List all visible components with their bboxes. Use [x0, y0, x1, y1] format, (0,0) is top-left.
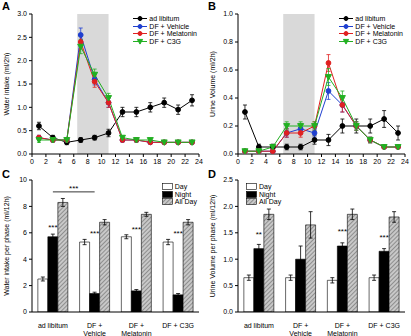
svg-text:2.5: 2.5: [17, 34, 27, 41]
svg-text:***: ***: [69, 184, 78, 193]
svg-text:0.0: 0.0: [17, 150, 27, 157]
svg-text:ad libitum: ad libitum: [244, 322, 274, 329]
svg-text:0.4: 0.4: [223, 94, 233, 101]
html-text:DF + C3G: DF + C3G: [355, 37, 387, 45]
svg-text:3.0: 3.0: [17, 10, 27, 17]
svg-text:2.0: 2.0: [17, 57, 27, 64]
svg-text:16: 16: [345, 158, 353, 165]
svg-text:**: **: [256, 230, 262, 239]
svg-text:20: 20: [373, 158, 381, 165]
svg-text:Water intake per phase (ml/12h: Water intake per phase (ml/12h): [8, 196, 11, 296]
svg-text:1.0: 1.0: [17, 104, 27, 111]
svg-text:4: 4: [58, 158, 62, 165]
svg-text:24: 24: [195, 158, 203, 165]
svg-text:0: 0: [236, 158, 240, 165]
svg-text:22: 22: [387, 158, 395, 165]
html-text:DF + Melatonin: DF + Melatonin: [149, 30, 197, 37]
svg-text:4: 4: [23, 256, 27, 263]
svg-text:24: 24: [401, 158, 403, 165]
html-text:ad libitum: ad libitum: [355, 15, 386, 22]
svg-text:DF + C3G: DF + C3G: [368, 322, 400, 329]
svg-text:6: 6: [72, 158, 76, 165]
html-text:D: D: [208, 168, 216, 180]
svg-text:Water intake (ml/2h): Water intake (ml/2h): [8, 53, 11, 116]
html-text:A: A: [2, 0, 10, 12]
html-text:B: B: [208, 0, 216, 12]
html-text:Day: Day: [259, 183, 272, 190]
svg-text:10: 10: [98, 158, 106, 165]
svg-text:8: 8: [292, 158, 296, 165]
svg-text:***: ***: [173, 229, 182, 238]
html-text:DF + Vehicle: DF + Vehicle: [149, 22, 190, 30]
svg-text:10: 10: [19, 176, 27, 183]
svg-text:DF + C3G: DF + C3G: [162, 322, 194, 329]
svg-text:1.0: 1.0: [223, 256, 233, 263]
svg-text:DF +Vehicle: DF +Vehicle: [83, 322, 106, 336]
svg-text:1.5: 1.5: [17, 80, 27, 87]
svg-text:0.6: 0.6: [223, 66, 233, 73]
svg-text:8: 8: [23, 203, 27, 210]
svg-text:2.5: 2.5: [223, 176, 233, 183]
svg-text:14: 14: [126, 158, 134, 165]
svg-text:14: 14: [332, 158, 340, 165]
svg-text:0.5: 0.5: [17, 127, 27, 134]
svg-text:Urine Volume (ml/2h): Urine Volume (ml/2h): [209, 51, 217, 117]
svg-text:***: ***: [90, 229, 99, 238]
svg-text:12: 12: [112, 158, 120, 165]
svg-text:***: ***: [132, 225, 141, 234]
svg-text:0: 0: [23, 308, 27, 315]
html-text:DF + Melatonin: DF + Melatonin: [355, 30, 403, 37]
svg-text:0.0: 0.0: [223, 308, 233, 315]
svg-text:22: 22: [181, 158, 189, 165]
html-text:Night: Night: [174, 190, 192, 198]
svg-text:ad libitum: ad libitum: [38, 322, 68, 329]
svg-text:1.5: 1.5: [223, 229, 233, 236]
html-text:Day: Day: [174, 183, 188, 190]
svg-text:4: 4: [264, 158, 268, 165]
svg-text:6: 6: [23, 229, 27, 236]
svg-text:0.8: 0.8: [223, 38, 233, 45]
svg-text:6: 6: [278, 158, 282, 165]
html-text:DF + Vehicle: DF + Vehicle: [355, 22, 396, 30]
svg-text:DF +Melatonin: DF +Melatonin: [121, 322, 151, 336]
html-text:C: C: [2, 168, 10, 180]
svg-text:2: 2: [23, 282, 27, 289]
svg-text:Urine Volume per phase (ml/12h: Urine Volume per phase (ml/12h): [209, 195, 217, 298]
svg-text:0.5: 0.5: [223, 282, 233, 289]
svg-text:2: 2: [44, 158, 48, 165]
svg-text:8: 8: [86, 158, 90, 165]
html-text:DF + C3G: DF + C3G: [149, 37, 181, 45]
svg-text:12: 12: [318, 158, 326, 165]
svg-text:0.2: 0.2: [223, 122, 233, 129]
html-text:ad libitum: ad libitum: [149, 15, 180, 22]
svg-text:2.0: 2.0: [223, 203, 233, 210]
html-text:Night: Night: [259, 190, 276, 198]
svg-text:***: ***: [379, 233, 388, 242]
svg-text:***: ***: [48, 223, 57, 232]
svg-text:***: ***: [338, 227, 347, 236]
svg-text:18: 18: [153, 158, 161, 165]
svg-text:1.0: 1.0: [223, 10, 233, 17]
svg-text:16: 16: [139, 158, 147, 165]
html-text:All Day: All Day: [174, 198, 197, 205]
svg-text:10: 10: [304, 158, 312, 165]
svg-text:18: 18: [359, 158, 367, 165]
svg-text:DF +Vehicle: DF +Vehicle: [289, 322, 312, 336]
svg-text:DF +Melatonin: DF +Melatonin: [327, 322, 357, 336]
svg-text:0.0: 0.0: [223, 150, 233, 157]
svg-text:20: 20: [167, 158, 175, 165]
svg-text:0: 0: [30, 158, 34, 165]
svg-text:2: 2: [250, 158, 254, 165]
html-text:All Day: All Day: [259, 198, 282, 205]
